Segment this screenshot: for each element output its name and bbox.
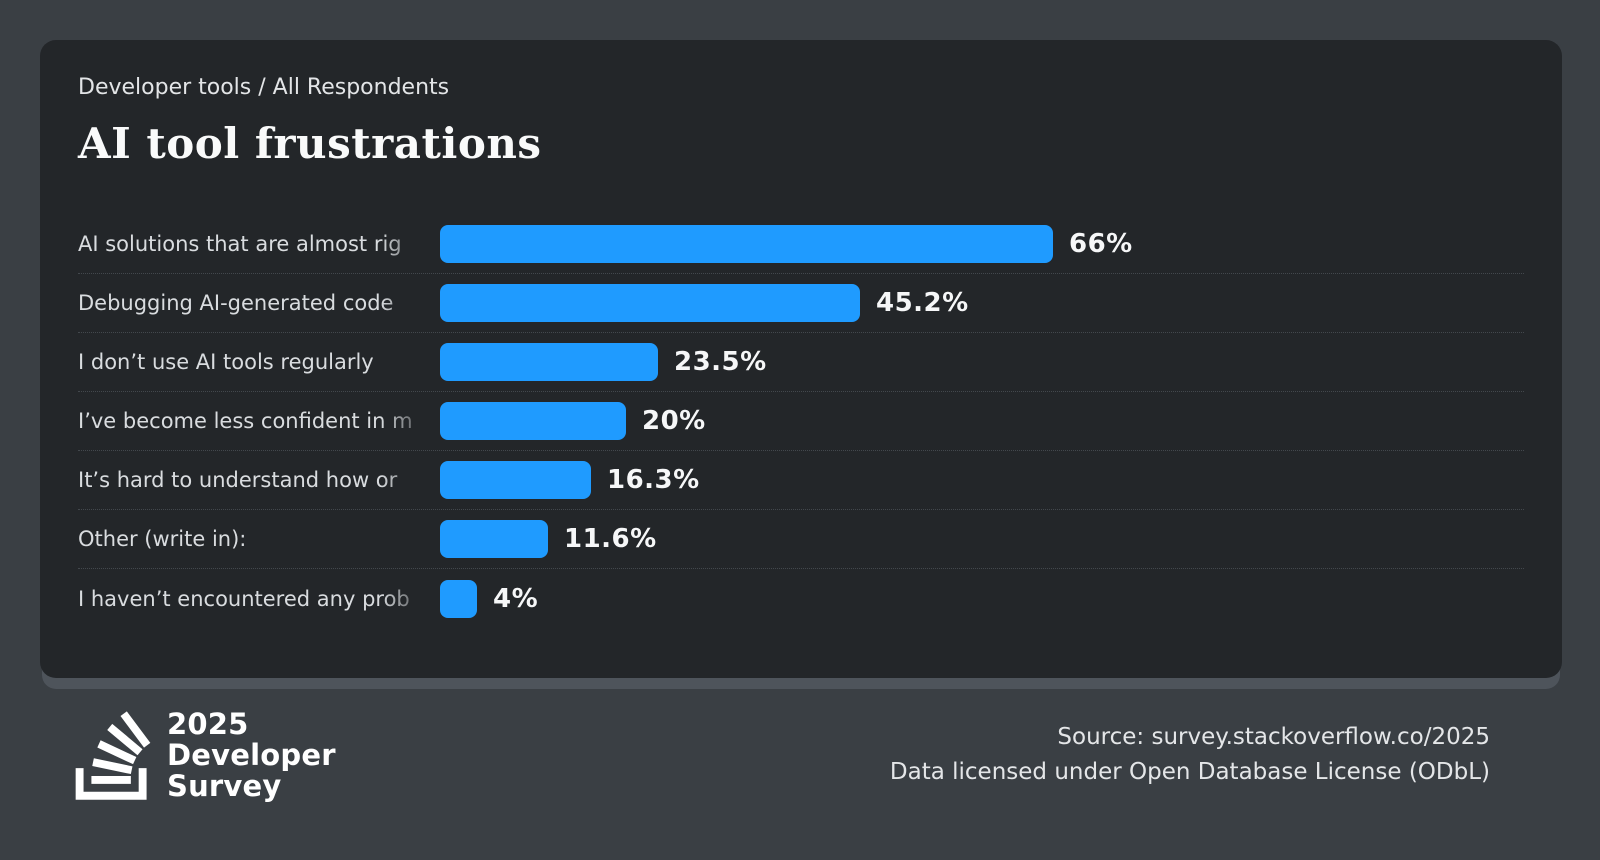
stackoverflow-logo-icon <box>75 705 151 806</box>
row-label: AI solutions that are almost rig <box>78 232 440 256</box>
bar <box>440 579 477 618</box>
chart-row: It’s hard to understand how or 16.3% <box>78 451 1524 510</box>
bar <box>440 520 548 558</box>
license-line: Data licensed under Open Database Licens… <box>889 759 1490 785</box>
footer: 2025 Developer Survey Source: survey.sta… <box>75 692 1490 818</box>
chart-row: I’ve become less confident in m 20% <box>78 392 1524 451</box>
bar-value: 16.3% <box>607 465 700 495</box>
logo-text: 2025 Developer Survey <box>167 706 336 803</box>
bar-value: 4% <box>493 583 539 614</box>
logo-line-1: 2025 <box>167 706 249 741</box>
row-label: Debugging AI-generated code <box>78 291 440 315</box>
breadcrumb: Developer tools / All Respondents <box>78 75 450 100</box>
survey-logo: 2025 Developer Survey <box>75 705 336 806</box>
bar <box>440 461 591 499</box>
row-label: Other (write in): <box>78 527 440 551</box>
chart-row: Debugging AI-generated code 45.2% <box>78 274 1524 333</box>
row-label: I don’t use AI tools regularly <box>78 350 440 374</box>
bar <box>440 284 860 322</box>
bar-chart: AI solutions that are almost rig 66% Deb… <box>78 215 1524 628</box>
row-label: I haven’t encountered any prob <box>78 586 440 611</box>
chart-row: AI solutions that are almost rig 66% <box>78 215 1524 274</box>
source-attribution: Source: survey.stackoverflow.co/2025 Dat… <box>890 720 1490 790</box>
chart-row: I haven’t encountered any prob 4% <box>78 569 1524 628</box>
bar-value: 66% <box>1069 229 1133 259</box>
bar-value: 45.2% <box>876 288 969 318</box>
logo-line-3: Survey <box>167 768 282 803</box>
bar-value: 20% <box>642 406 706 436</box>
bar <box>440 225 1053 263</box>
page-title: AI tool frustrations <box>78 119 542 168</box>
row-label: It’s hard to understand how or <box>78 468 440 492</box>
chart-card: Developer tools / All Respondents AI too… <box>40 40 1562 678</box>
bar-value: 23.5% <box>674 347 767 377</box>
row-label: I’ve become less confident in m <box>78 409 440 433</box>
chart-row: I don’t use AI tools regularly 23.5% <box>78 333 1524 392</box>
source-line: Source: survey.stackoverflow.co/2025 <box>1057 724 1490 750</box>
bar-value: 11.6% <box>564 524 657 554</box>
bar <box>440 402 626 440</box>
logo-line-2: Developer <box>167 737 336 772</box>
chart-row: Other (write in): 11.6% <box>78 510 1524 569</box>
bar <box>440 343 658 381</box>
